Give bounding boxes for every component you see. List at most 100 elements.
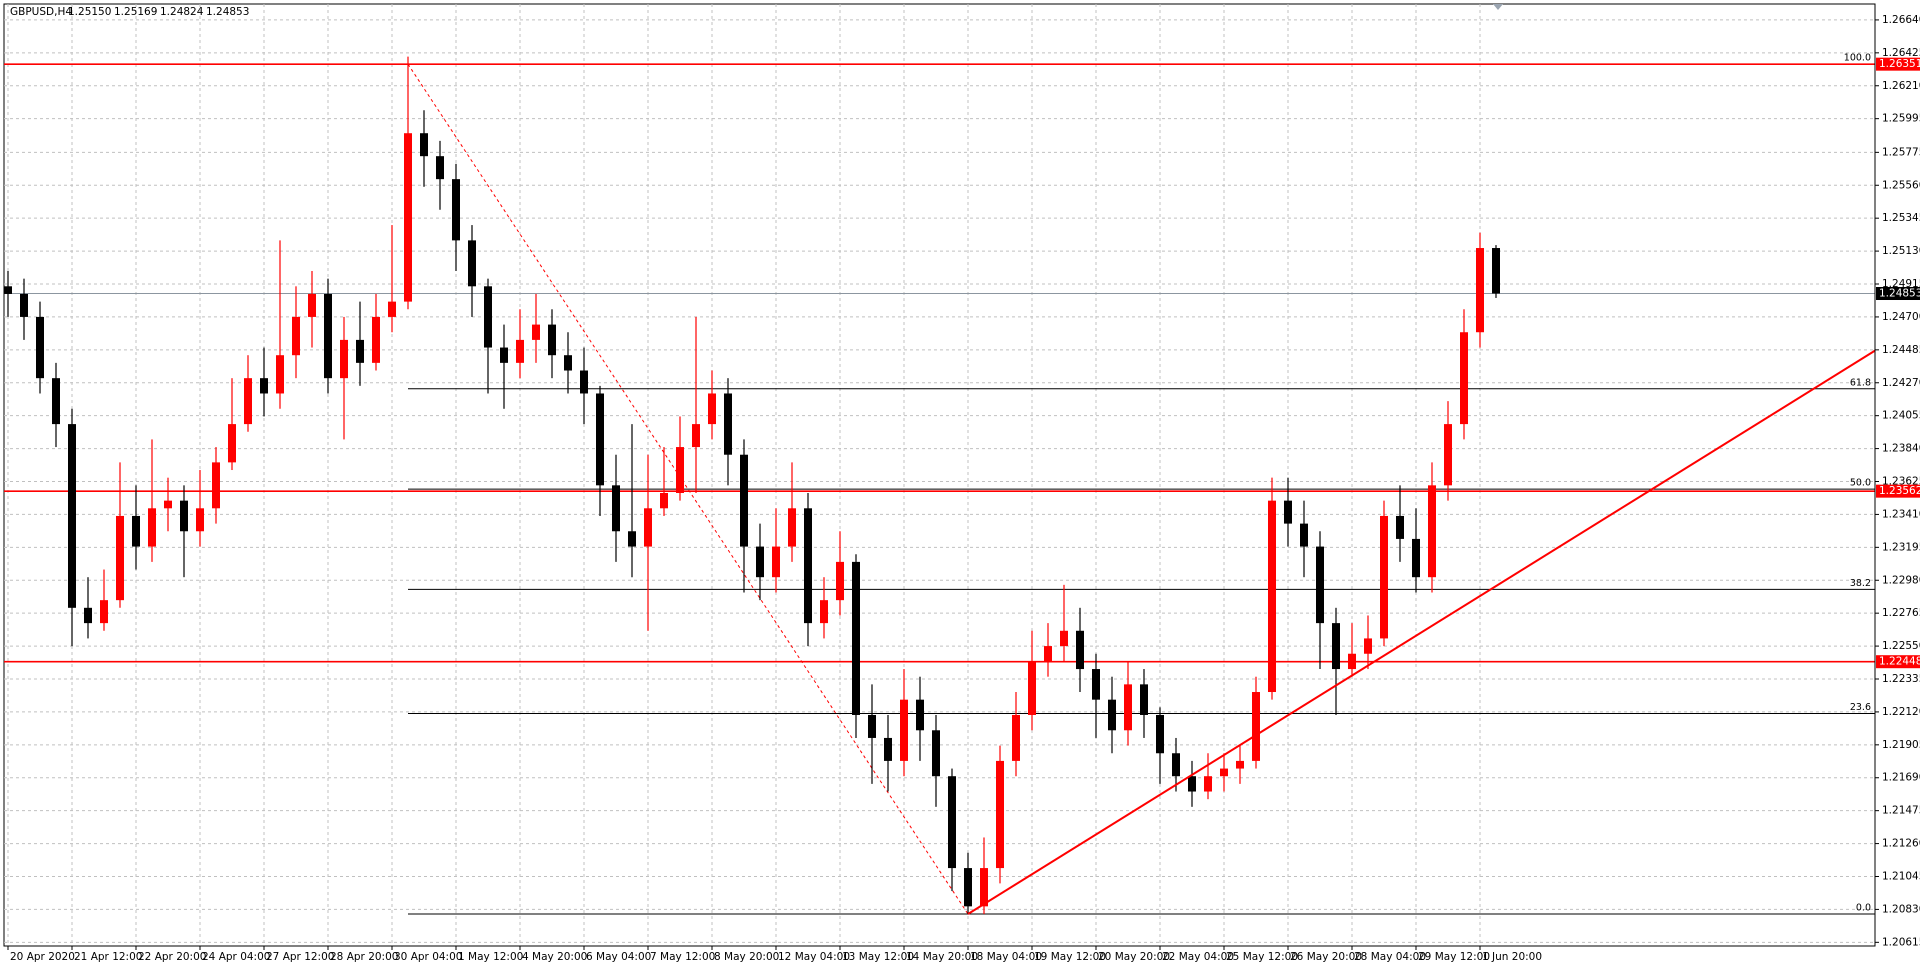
candle-body (692, 424, 700, 448)
chart-title: GBPUSD,H4 (10, 6, 72, 18)
price-label: 1.23562 (1879, 485, 1920, 497)
candle-body (228, 424, 236, 463)
candle-body (1268, 500, 1276, 693)
candle-body (644, 508, 652, 547)
y-tick-label: 1.21690 (1882, 772, 1920, 784)
candle-body (724, 393, 732, 455)
candle-body (1412, 538, 1420, 578)
candle-body (1252, 692, 1260, 761)
candle-body (740, 454, 748, 547)
candle-body (948, 776, 956, 869)
fibo-level-label: 61.8 (1850, 377, 1871, 388)
y-tick-label: 1.23195 (1882, 541, 1920, 553)
candle-body (1348, 653, 1356, 670)
x-tick-label: 27 Apr 12:00 (266, 951, 334, 963)
candle-body (820, 600, 828, 624)
candle-body (708, 393, 716, 425)
candle-body (1044, 646, 1052, 662)
x-tick-label: 24 Apr 04:00 (202, 951, 270, 963)
candle-body (356, 339, 364, 363)
y-tick-label: 1.25995 (1882, 113, 1920, 125)
candle-body (484, 286, 492, 348)
candle-body (1220, 768, 1228, 777)
candle-body (916, 699, 924, 731)
candle-body (980, 868, 988, 907)
candle-body (500, 347, 508, 363)
candle-body (1476, 248, 1484, 333)
current-price-label: 1.24853 (1879, 288, 1920, 300)
y-tick-label: 1.22765 (1882, 607, 1920, 619)
x-tick-label: 12 May 04:00 (778, 951, 850, 963)
axis: 1.26640 1.26425 1.26210 1.25995 1.25775 1.255… (7, 4, 1920, 963)
candle-body (532, 324, 540, 340)
y-tick-label: 1.26210 (1882, 80, 1920, 92)
price-label: 1.22448 (1879, 656, 1920, 668)
quote-high: 1.25169 (114, 6, 157, 18)
x-tick-label: 28 May 04:00 (1354, 951, 1426, 963)
candle-body (676, 447, 684, 493)
candle-body (244, 378, 252, 425)
x-tick-label: 22 Apr 20:00 (138, 951, 206, 963)
x-tick-label: 7 May 12:00 (650, 951, 715, 963)
grid (4, 4, 1875, 946)
candle-body (1124, 684, 1132, 731)
y-tick-label: 1.25560 (1882, 179, 1920, 191)
x-tick-label: 28 Apr 20:00 (330, 951, 398, 963)
x-tick-label: 21 Apr 12:00 (74, 951, 142, 963)
x-tick-label: 6 May 04:00 (586, 951, 651, 963)
candle-body (836, 561, 844, 601)
x-tick-label: 18 May 04:00 (970, 951, 1042, 963)
candle-body (36, 316, 44, 379)
candle-body (116, 515, 124, 601)
y-tick-label: 1.24700 (1882, 311, 1920, 323)
candle-body (372, 316, 380, 363)
price-label-box (1876, 484, 1920, 498)
candle-body (1172, 753, 1180, 777)
x-tick-label: 19 May 12:00 (1034, 951, 1106, 963)
candle-body (852, 561, 860, 715)
candle-body (596, 393, 604, 486)
candle-body (4, 286, 12, 294)
price-label: 1.26351 (1879, 58, 1920, 70)
candle-body (932, 730, 940, 777)
y-tick-label: 1.21045 (1882, 870, 1920, 882)
x-tick-label: 29 May 12:00 (1418, 951, 1490, 963)
x-tick-label: 1 May 12:00 (458, 951, 523, 963)
x-tick-label: 26 May 20:00 (1290, 951, 1362, 963)
candle-body (68, 424, 76, 608)
candle-body (1492, 248, 1500, 294)
candle-body (292, 316, 300, 356)
current-price-box (1876, 287, 1920, 301)
y-tick-label: 1.23410 (1882, 508, 1920, 520)
candle-body (1012, 714, 1020, 761)
candle-body (196, 508, 204, 532)
fibo-level-label: 23.6 (1850, 702, 1871, 713)
candle-body (1140, 684, 1148, 715)
candle-body (404, 133, 412, 302)
candle-body (996, 760, 1004, 869)
y-tick-label: 1.25775 (1882, 146, 1920, 158)
candle-body (884, 737, 892, 761)
y-tick-label: 1.24270 (1882, 377, 1920, 389)
candle-body (1316, 546, 1324, 624)
candle-body (276, 355, 284, 394)
y-tick-label: 1.26640 (1882, 14, 1920, 26)
candle-body (1396, 515, 1404, 539)
candle-body (308, 293, 316, 317)
y-tick-label: 1.24485 (1882, 344, 1920, 356)
y-tick-label: 1.24055 (1882, 410, 1920, 422)
candle-body (1300, 523, 1308, 547)
y-tick-label: 1.25345 (1882, 212, 1920, 224)
fibo-trend (407, 63, 969, 915)
candle-body (1364, 638, 1372, 654)
x-tick-label: 20 May 20:00 (1098, 951, 1170, 963)
y-tick-label: 1.21260 (1882, 838, 1920, 850)
candle-body (468, 240, 476, 287)
candle-body (804, 508, 812, 624)
candle-body (1444, 424, 1452, 486)
marks: 100.0 61.8 50.0 38.2 23.6 0.0 (4, 53, 1876, 915)
candle-body (548, 324, 556, 356)
x-tick-label: 13 May 12:00 (842, 951, 914, 963)
plot-frame (3, 3, 1876, 947)
